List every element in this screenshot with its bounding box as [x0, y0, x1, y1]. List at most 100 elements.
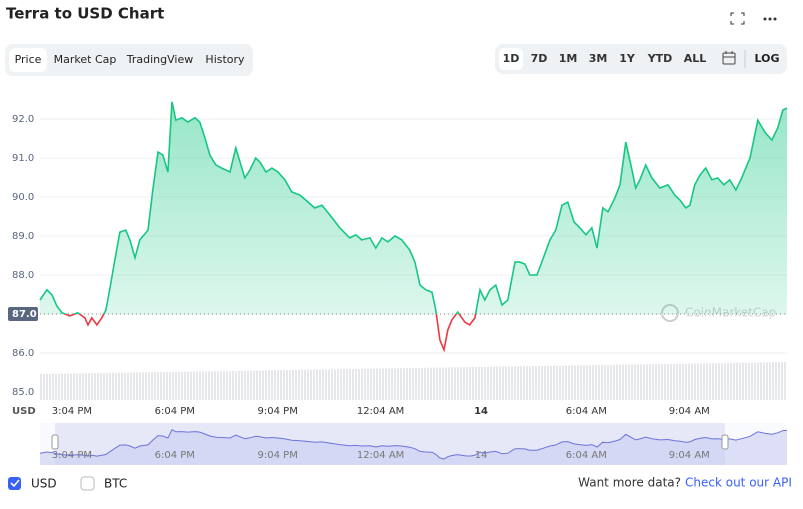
x-tick-label: 9:04 PM — [258, 406, 298, 417]
volume-bar — [151, 372, 153, 400]
range-button[interactable]: YTD — [647, 52, 673, 65]
range-button[interactable]: 1Y — [619, 52, 636, 65]
volume-bar — [391, 368, 393, 400]
volume-bar — [433, 367, 435, 400]
checkbox[interactable] — [80, 476, 95, 491]
tab-active — [9, 48, 47, 72]
volume-bar — [466, 367, 468, 400]
x-tick-label: 6:04 AM — [566, 406, 607, 417]
expand-icon[interactable] — [730, 12, 745, 25]
volume-bar — [619, 364, 621, 400]
volume-bar — [673, 363, 675, 400]
volume-bar — [781, 362, 783, 400]
range-button[interactable]: 3M — [589, 52, 608, 65]
volume-bar — [415, 367, 417, 400]
y-tick-label: 85.0 — [12, 387, 34, 398]
volume-bar — [628, 364, 630, 400]
navigator-handle[interactable] — [51, 434, 59, 450]
volume-bar — [130, 372, 132, 400]
log-button[interactable]: LOG — [755, 52, 780, 65]
volume-bar — [76, 373, 78, 400]
tab[interactable]: Market Cap — [54, 53, 117, 66]
volume-bar — [139, 372, 141, 400]
volume-bar — [277, 370, 279, 400]
volume-bar — [112, 372, 114, 400]
volume-bar — [229, 370, 231, 400]
volume-bar — [187, 371, 189, 400]
volume-bar — [424, 367, 426, 400]
volume-bar — [547, 365, 549, 400]
tab[interactable]: TradingView — [126, 53, 193, 66]
volume-bar — [469, 367, 471, 400]
navigator-tick-label: 3:04 PM — [52, 450, 92, 461]
range-button[interactable]: 1D — [503, 52, 520, 65]
volume-bar — [691, 363, 693, 400]
volume-bar — [352, 368, 354, 400]
volume-bar — [610, 364, 612, 400]
tab[interactable]: Price — [15, 53, 42, 66]
volume-bar — [745, 362, 747, 400]
volume-bar — [289, 370, 291, 400]
volume-bar — [145, 372, 147, 400]
calendar-icon[interactable] — [722, 51, 736, 65]
volume-bar — [142, 372, 144, 400]
volume-bar — [664, 363, 666, 400]
volume-bar — [748, 362, 750, 400]
volume-bar — [196, 371, 198, 400]
more-icon[interactable] — [763, 17, 777, 21]
volume-bar — [190, 371, 192, 400]
volume-bar — [247, 370, 249, 400]
volume-bar — [328, 369, 330, 400]
tab-bar — [5, 44, 253, 76]
volume-bar — [724, 363, 726, 400]
volume-bar — [313, 369, 315, 400]
volume-bar — [340, 369, 342, 400]
navigator-tick-label: 9:04 AM — [669, 450, 710, 461]
volume-bar — [244, 370, 246, 400]
volume-bar — [160, 372, 162, 400]
volume-bar — [208, 371, 210, 400]
range-button[interactable]: 1M — [559, 52, 578, 65]
volume-bar — [370, 368, 372, 400]
volume-bar — [337, 369, 339, 400]
checkbox-checked[interactable] — [8, 477, 21, 490]
volume-bar — [523, 366, 525, 400]
range-button[interactable]: ALL — [684, 52, 707, 65]
footer-link[interactable]: Check out our API — [685, 476, 792, 490]
volume-bar — [331, 369, 333, 400]
navigator-handle[interactable] — [721, 434, 729, 450]
volume-bar — [667, 363, 669, 400]
volume-bar — [643, 364, 645, 400]
volume-bar — [484, 366, 486, 400]
volume-bar — [640, 364, 642, 400]
volume-bar — [88, 373, 90, 400]
range-button[interactable]: 7D — [531, 52, 548, 65]
volume-bar — [694, 363, 696, 400]
volume-bar — [193, 371, 195, 400]
volume-bar — [511, 366, 513, 400]
y-tick-label: 87.0 — [12, 309, 37, 320]
volume-bar — [565, 365, 567, 400]
volume-bar — [232, 370, 234, 400]
navigator-tick-label: 9:04 PM — [258, 450, 298, 461]
volume-bar — [625, 364, 627, 400]
volume-bar — [760, 362, 762, 400]
volume-bar — [259, 370, 261, 400]
volume-bar — [364, 368, 366, 400]
tab[interactable]: History — [205, 53, 245, 66]
volume-bar — [124, 372, 126, 400]
volume-bar — [394, 368, 396, 400]
volume-bar — [715, 363, 717, 400]
navigator-tick-label: 12:04 AM — [357, 450, 404, 461]
volume-bar — [412, 368, 414, 400]
volume-bar — [652, 364, 654, 400]
volume-bar — [493, 366, 495, 400]
volume-bar — [658, 364, 660, 400]
y-tick-label: 91.0 — [12, 153, 34, 164]
volume-bar — [772, 362, 774, 400]
volume-bar — [775, 362, 777, 400]
volume-bar — [688, 363, 690, 400]
volume-bar — [292, 369, 294, 400]
volume-bar — [256, 370, 258, 400]
